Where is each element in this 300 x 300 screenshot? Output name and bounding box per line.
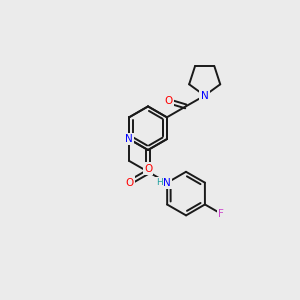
Text: H: H xyxy=(156,178,163,187)
Text: O: O xyxy=(125,178,133,188)
Text: N: N xyxy=(163,178,171,188)
Text: N: N xyxy=(125,134,133,144)
Text: N: N xyxy=(201,91,208,100)
Text: O: O xyxy=(144,164,152,173)
Text: O: O xyxy=(164,96,172,106)
Text: F: F xyxy=(218,209,224,219)
